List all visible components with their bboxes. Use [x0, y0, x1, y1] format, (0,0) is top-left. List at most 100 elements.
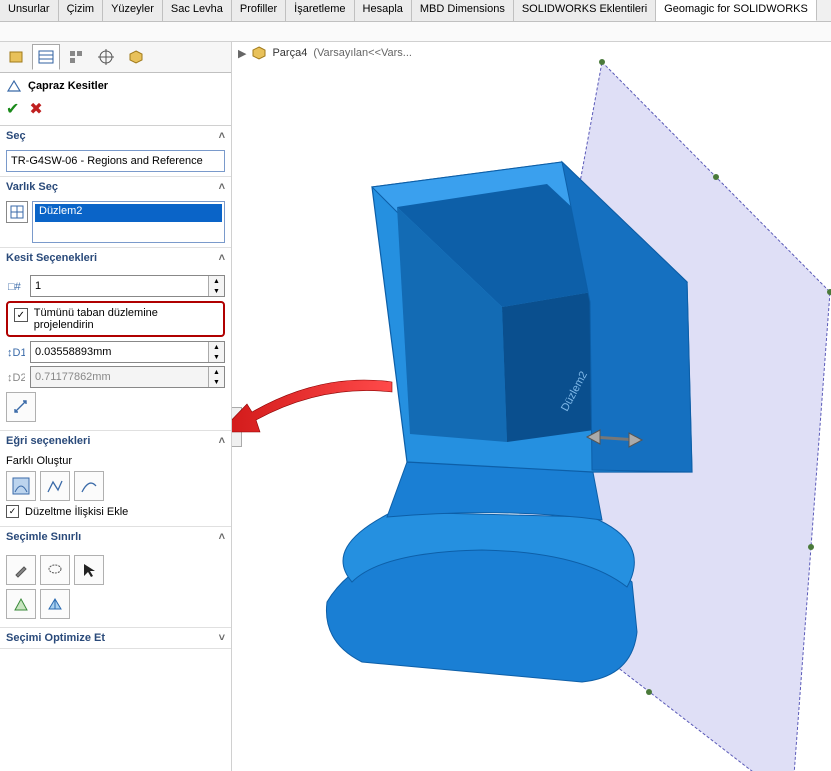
selection-input[interactable]	[6, 150, 225, 172]
spin-up: ▲	[209, 367, 224, 377]
count-spinner[interactable]: ▲▼	[30, 275, 225, 297]
tab-saclevha[interactable]: Sac Levha	[163, 0, 232, 21]
curve-type-line[interactable]	[40, 471, 70, 501]
lasso-icon	[46, 561, 64, 579]
brush-icon	[12, 561, 30, 579]
limit-tool-4[interactable]	[6, 589, 36, 619]
fix-relation-checkbox[interactable]	[6, 505, 19, 518]
tab-isaretleme[interactable]: İşaretleme	[286, 0, 354, 21]
limit-tool-3[interactable]	[74, 555, 104, 585]
tab-eklentiler[interactable]: SOLIDWORKS Eklentileri	[514, 0, 656, 21]
spin-down[interactable]: ▼	[209, 352, 224, 362]
section-curve: Eğri seçenekleri ˄ Farklı Oluştur Düzelt…	[0, 431, 231, 527]
tab-profiller[interactable]: Profiller	[232, 0, 286, 21]
command-tabs: Unsurlar Çizim Yüzeyler Sac Levha Profil…	[0, 0, 831, 22]
feature-actions: ✔ ✖	[0, 97, 231, 126]
section-options-head[interactable]: Kesit Seçenekleri ˄	[0, 248, 231, 268]
plane-selector-icon[interactable]	[6, 201, 28, 223]
target-icon	[98, 49, 114, 65]
section-sec-head[interactable]: Seç ˄	[0, 126, 231, 146]
d2-spinner: ▲▼	[30, 366, 225, 388]
project-to-base-checkbox-highlight: Tümünü taban düzlemine projelendirin	[6, 301, 225, 337]
entity-selected[interactable]: Düzlem2	[35, 204, 222, 222]
d2-icon: ↕D2	[6, 367, 26, 387]
section-entity-title: Varlık Seç	[6, 181, 58, 193]
sidebar-tab-strip	[0, 42, 231, 73]
feature-tree-icon	[8, 49, 24, 65]
limit-tool-1[interactable]	[6, 555, 36, 585]
count-icon: □#	[6, 276, 26, 296]
fix-relation-label: Düzeltme İlişkisi Ekle	[25, 506, 128, 518]
section-optimize: Seçimi Optimize Et ˅	[0, 628, 231, 649]
tab-yuzeyler[interactable]: Yüzeyler	[103, 0, 163, 21]
section-options: Kesit Seçenekleri ˄ □# ▲▼ Tümünü taban d…	[0, 248, 231, 431]
sidebar-tab-feature[interactable]	[2, 44, 30, 70]
polyline-icon	[45, 476, 65, 496]
section-sec-title: Seç	[6, 130, 26, 142]
d2-input	[31, 367, 208, 387]
property-manager: Çapraz Kesitler ✔ ✖ Seç ˄ Varlık Seç ˄	[0, 42, 232, 771]
graphics-viewport[interactable]: ▶ Parça4 (Varsayılan<<Vars... ◂	[232, 42, 831, 771]
spin-down: ▼	[209, 377, 224, 387]
chevron-up-icon: ˄	[219, 531, 225, 543]
svg-text:↕D2: ↕D2	[7, 372, 25, 384]
section-limit: Seçimle Sınırlı ˄	[0, 527, 231, 628]
property-icon	[38, 49, 54, 65]
feature-title-bar: Çapraz Kesitler	[0, 73, 231, 97]
region-icon	[12, 595, 30, 613]
limit-tool-2[interactable]	[40, 555, 70, 585]
section-sec: Seç ˄	[0, 126, 231, 177]
viewport-scene: Düzlem2	[232, 42, 831, 771]
project-checkbox[interactable]	[14, 308, 28, 322]
spline-icon	[11, 476, 31, 496]
count-input[interactable]	[31, 276, 208, 296]
tab-mbd[interactable]: MBD Dimensions	[412, 0, 514, 21]
spin-up[interactable]: ▲	[209, 342, 224, 352]
project-label: Tümünü taban düzlemine projelendirin	[34, 307, 217, 331]
cursor-icon	[80, 561, 98, 579]
tab-hesapla[interactable]: Hesapla	[355, 0, 412, 21]
accept-button[interactable]: ✔	[6, 99, 19, 119]
sidebar-tab-property[interactable]	[32, 44, 60, 70]
sub-toolbar	[0, 22, 831, 42]
sidebar-tab-display[interactable]	[92, 44, 120, 70]
d1-input[interactable]	[31, 342, 208, 362]
section-limit-title: Seçimle Sınırlı	[6, 531, 81, 543]
section-optimize-head[interactable]: Seçimi Optimize Et ˅	[0, 628, 231, 648]
section-entity: Varlık Seç ˄ Düzlem2	[0, 177, 231, 248]
svg-text:□#: □#	[8, 281, 22, 293]
section-limit-head[interactable]: Seçimle Sınırlı ˄	[0, 527, 231, 547]
flip-icon	[12, 398, 30, 416]
limit-tool-5[interactable]	[40, 589, 70, 619]
section-entity-head[interactable]: Varlık Seç ˄	[0, 177, 231, 197]
arc-icon	[79, 476, 99, 496]
chevron-down-icon: ˅	[219, 632, 225, 644]
config-icon	[68, 49, 84, 65]
section-curve-title: Eğri seçenekleri	[6, 435, 90, 447]
tab-cizim[interactable]: Çizim	[59, 0, 104, 21]
cube-icon	[128, 49, 144, 65]
section-optimize-title: Seçimi Optimize Et	[6, 632, 105, 644]
entity-list[interactable]: Düzlem2	[32, 201, 225, 243]
prism-icon	[46, 595, 64, 613]
svg-text:↕D1: ↕D1	[7, 347, 25, 359]
cancel-button[interactable]: ✖	[29, 99, 42, 119]
section-curve-head[interactable]: Eğri seçenekleri ˄	[0, 431, 231, 451]
feature-title-text: Çapraz Kesitler	[28, 80, 108, 92]
chevron-up-icon: ˄	[219, 181, 225, 193]
sidebar-tab-extra[interactable]	[122, 44, 150, 70]
d1-spinner[interactable]: ▲▼	[30, 341, 225, 363]
spin-down[interactable]: ▼	[209, 286, 224, 296]
d1-icon: ↕D1	[6, 342, 26, 362]
chevron-up-icon: ˄	[219, 252, 225, 264]
tab-unsurlar[interactable]: Unsurlar	[0, 0, 59, 21]
section-options-title: Kesit Seçenekleri	[6, 252, 97, 264]
create-as-label: Farklı Oluştur	[6, 455, 225, 467]
tab-geomagic[interactable]: Geomagic for SOLIDWORKS	[656, 0, 817, 21]
chevron-up-icon: ˄	[219, 435, 225, 447]
spin-up[interactable]: ▲	[209, 276, 224, 286]
flip-button[interactable]	[6, 392, 36, 422]
sidebar-tab-config[interactable]	[62, 44, 90, 70]
curve-type-arc[interactable]	[74, 471, 104, 501]
curve-type-spline[interactable]	[6, 471, 36, 501]
